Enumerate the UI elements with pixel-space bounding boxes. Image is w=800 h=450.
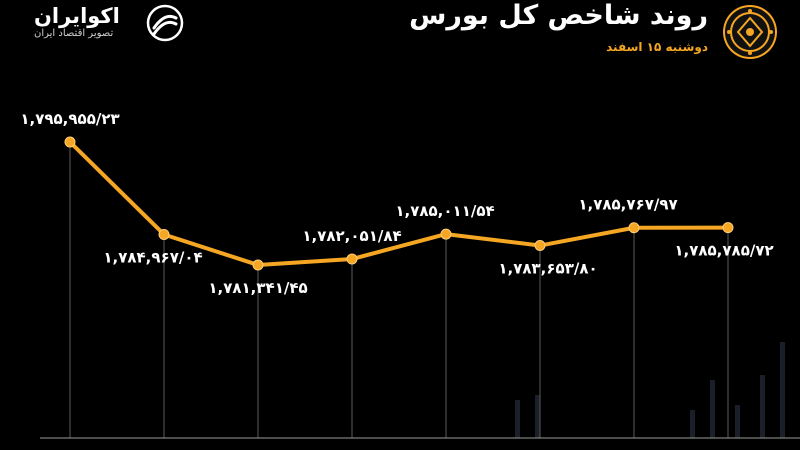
brand-tagline: تصویر اقتصاد ایران bbox=[34, 28, 114, 39]
data-point bbox=[628, 222, 640, 234]
data-point bbox=[158, 228, 170, 240]
data-label: ۱,۷۸۵,۷۸۵/۷۲ bbox=[674, 242, 773, 260]
page-title: روند شاخص کل بورس bbox=[409, 0, 708, 31]
background-bar bbox=[690, 410, 695, 438]
grid-lines bbox=[69, 142, 729, 438]
data-markers bbox=[64, 136, 734, 271]
background-bars bbox=[515, 342, 785, 438]
data-labels: ۱,۷۹۵,۹۵۵/۲۳ ۱,۷۸۴,۹۶۷/۰۴ ۱,۷۸۱,۳۴۱/۴۵ ۱,۷۸… bbox=[20, 110, 773, 297]
data-label: ۱,۷۸۱,۳۴۱/۴۵ bbox=[208, 279, 307, 297]
data-label: ۱,۷۸۵,۰۱۱/۵۴ bbox=[395, 202, 494, 220]
data-point bbox=[440, 228, 452, 240]
background-bar bbox=[780, 342, 785, 438]
data-point bbox=[252, 259, 264, 271]
data-point bbox=[722, 222, 734, 234]
data-label: ۱,۷۸۴,۹۶۷/۰۴ bbox=[103, 248, 202, 266]
background-bar bbox=[735, 405, 740, 438]
background-bar bbox=[535, 395, 540, 438]
data-label: ۱,۷۸۳,۶۵۳/۸۰ bbox=[498, 260, 597, 278]
stock-exchange-emblem-icon bbox=[723, 5, 777, 59]
brand-name: اکوایران bbox=[34, 4, 120, 28]
series-line bbox=[68, 140, 730, 267]
ecoiran-logo-icon bbox=[146, 4, 184, 42]
background-bar bbox=[515, 400, 520, 438]
data-point bbox=[346, 253, 358, 265]
background-bar bbox=[710, 380, 715, 438]
data-label: ۱,۷۸۵,۷۶۷/۹۷ bbox=[578, 196, 677, 214]
data-label: ۱,۷۹۵,۹۵۵/۲۳ bbox=[20, 110, 119, 128]
data-point bbox=[64, 136, 76, 148]
page-subtitle: دوشنبه ۱۵ اسفند bbox=[606, 40, 708, 54]
data-label: ۱,۷۸۲,۰۵۱/۸۴ bbox=[302, 227, 401, 245]
data-point bbox=[534, 240, 546, 252]
background-bar bbox=[760, 375, 765, 438]
